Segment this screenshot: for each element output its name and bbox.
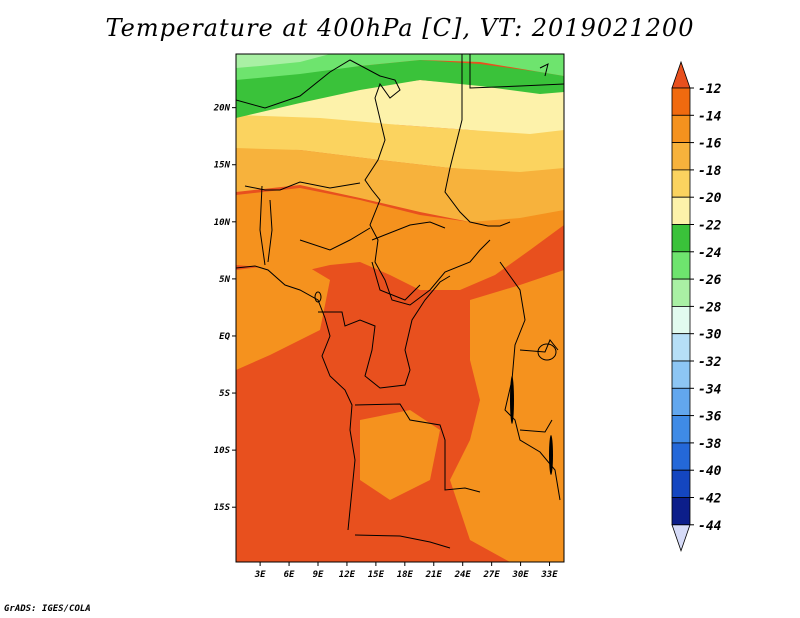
fill-band-minus14-minus16-south — [360, 410, 440, 500]
border-line-13 — [499, 261, 561, 501]
border-line-14 — [519, 339, 559, 353]
temperature-field — [236, 54, 564, 562]
border-line-11 — [354, 534, 451, 549]
border-line-15 — [539, 63, 549, 77]
colorbar-label: -16 — [698, 137, 722, 152]
lakes — [314, 291, 557, 475]
country-boundaries — [236, 54, 564, 549]
border-line-16 — [519, 419, 553, 433]
colorbar-swatch — [671, 114, 691, 144]
lat-tick-label: 20N — [213, 104, 231, 114]
colorbar-bottom-arrow — [671, 524, 691, 553]
colorbar: -12 -14 -16 -18 -20 -22 -24 -26 -28 -30 -32 -34 -36 -… — [671, 60, 722, 553]
colorbar-swatch — [671, 469, 691, 498]
colorbar-label: -36 — [698, 410, 722, 425]
map-title: Temperature at 400hPa [C], VT: 201902120… — [105, 14, 695, 42]
colorbar-label: -40 — [698, 464, 722, 479]
colorbar-label: -32 — [698, 355, 722, 370]
fill-band-minus14-minus16-north — [236, 188, 564, 290]
lat-tick-label: 15N — [214, 161, 231, 171]
colorbar-label: -38 — [698, 437, 722, 452]
colorbar-swatch — [671, 251, 691, 280]
fill-band-minus26-minus28 — [236, 54, 330, 68]
colorbar-label: -30 — [698, 328, 722, 343]
border-line-5 — [267, 199, 273, 263]
lon-tick-label: 24E — [454, 570, 472, 580]
lon-tick-label: 12E — [339, 570, 356, 580]
colorbar-swatch — [671, 196, 691, 225]
lon-tick-label: 6E — [284, 570, 295, 580]
lon-tick-label: 9E — [313, 570, 324, 580]
grads-credit: GrADS: IGES/COLA — [4, 604, 91, 614]
border-line-9 — [318, 275, 451, 389]
colorbar-swatch — [671, 360, 691, 389]
colorbar-swatch — [671, 415, 691, 444]
lat-tick-label: 10N — [214, 218, 231, 228]
colorbar-swatch — [671, 142, 691, 171]
colorbar-label: -12 — [698, 82, 722, 97]
border-line-8 — [371, 261, 421, 301]
colorbar-label: -44 — [698, 519, 722, 534]
fill-band-minus18-minus20 — [236, 112, 564, 172]
lat-tick-label: 10S — [214, 446, 231, 456]
border-line-7 — [371, 221, 446, 241]
border-line-2 — [444, 54, 511, 227]
lat-tick-label: 15S — [214, 503, 231, 513]
colorbar-label: -42 — [698, 492, 722, 507]
fill-band-minus14-minus16-east — [450, 270, 564, 562]
fill-band-minus16-minus18 — [236, 145, 564, 222]
border-line-12 — [469, 54, 564, 89]
colorbar-swatch — [671, 305, 691, 335]
lon-tick-label: 3E — [254, 570, 266, 580]
border-line-10 — [354, 403, 481, 493]
lon-tick-label: 15E — [368, 570, 385, 580]
colorbar-swatch — [671, 87, 691, 116]
colorbar-swatch — [671, 169, 691, 198]
lon-tick-label: 21E — [425, 570, 443, 580]
fill-band-minus24-minus26 — [236, 54, 564, 80]
latitude-axis: 20N 15N 10N 5N EQ 5S 10S 15S — [213, 104, 236, 513]
map-frame — [235, 53, 565, 563]
lat-tick-label: 5S — [219, 389, 230, 399]
lake-victoria — [537, 343, 557, 361]
colorbar-swatch — [671, 224, 691, 253]
lon-tick-label: 18E — [397, 570, 414, 580]
africa-coastline — [236, 265, 356, 531]
colorbar-label: -14 — [698, 109, 722, 124]
fill-band-minus14-minus16-west — [236, 262, 330, 370]
border-line-1 — [236, 59, 491, 306]
longitude-axis: 3E 6E 9E 12E 15E 18E 21E 24E 27E 30E 33E — [254, 562, 558, 580]
lake-malawi — [549, 435, 553, 475]
lake-tanganyika — [510, 376, 514, 424]
colorbar-label: -28 — [698, 300, 722, 315]
colorbar-label: -26 — [698, 273, 722, 288]
colorbar-label: -20 — [698, 191, 722, 206]
colorbar-swatch — [671, 387, 691, 416]
colorbar-label: -24 — [698, 246, 722, 261]
bioko-island — [314, 291, 322, 303]
fill-band-minus20-minus22 — [236, 80, 564, 134]
colorbar-swatch — [671, 497, 691, 526]
lon-tick-label: 27E — [483, 570, 501, 580]
colorbar-swatch — [671, 278, 691, 307]
colorbar-swatch — [671, 333, 691, 362]
border-line-6 — [299, 227, 371, 251]
colorbar-top-arrow — [671, 60, 691, 89]
colorbar-label: -18 — [698, 164, 722, 179]
colorbar-swatch — [671, 442, 691, 471]
lon-tick-label: 30E — [511, 570, 529, 580]
fill-band-minus22-minus24 — [236, 60, 564, 118]
lon-tick-label: 33E — [540, 570, 558, 580]
colorbar-label: -22 — [698, 219, 722, 234]
colorbar-label: -34 — [698, 382, 722, 397]
border-line-4 — [259, 185, 266, 266]
lat-tick-label: 5N — [219, 275, 230, 285]
lat-tick-label: EQ — [219, 332, 230, 342]
